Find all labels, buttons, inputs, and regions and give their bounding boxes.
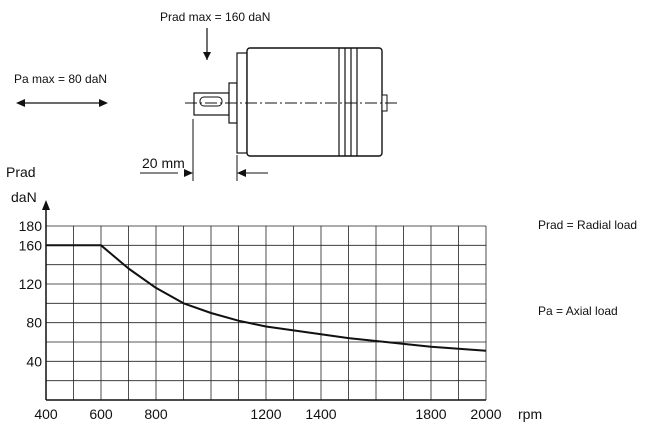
shaft-distance-label: 20 mm [142,155,185,171]
x-tick-label: 400 [34,406,58,422]
prad-max-label: Prad max = 160 daN [160,10,270,24]
motor-body [246,47,383,157]
y-tick-label: 80 [26,315,42,331]
x-tick-label: 1400 [305,406,336,422]
y-tick-label: 180 [19,218,43,234]
y-axis-arrowhead [42,200,50,210]
y-tick-label: 120 [19,276,43,292]
y-axis-label: Prad [6,164,36,180]
radial-force-arrowhead [203,52,211,60]
shaft-distance-dimension [140,119,268,181]
y-tick-labels: 40 80 120 160 180 [19,218,43,369]
x-axis-unit: rpm [518,406,542,422]
x-tick-label: 600 [89,406,113,422]
y-tick-label: 160 [19,237,43,253]
chart-grid [46,225,487,400]
shaft-key [199,96,223,107]
x-tick-label: 1800 [415,406,446,422]
y-axis-unit: daN [11,189,37,205]
y-tick-label: 40 [26,353,42,369]
pa-max-label: Pa max = 80 daN [14,72,107,86]
legend-pa: Pa = Axial load [538,304,618,318]
motor-diagram: Prad max = 160 daN Pa max = 80 daN 20 mm [14,10,398,181]
x-tick-label: 2000 [470,406,501,422]
chart-axes [42,200,486,401]
series-line-prad [46,244,487,352]
series-layer [46,244,487,352]
legend-prad: Prad = Radial load [538,218,637,232]
x-tick-label: 800 [144,406,168,422]
x-tick-labels: 400 600 800 1200 1400 1800 2000 [34,406,501,422]
x-tick-label: 1200 [250,406,281,422]
axial-force-arrow [16,99,108,107]
